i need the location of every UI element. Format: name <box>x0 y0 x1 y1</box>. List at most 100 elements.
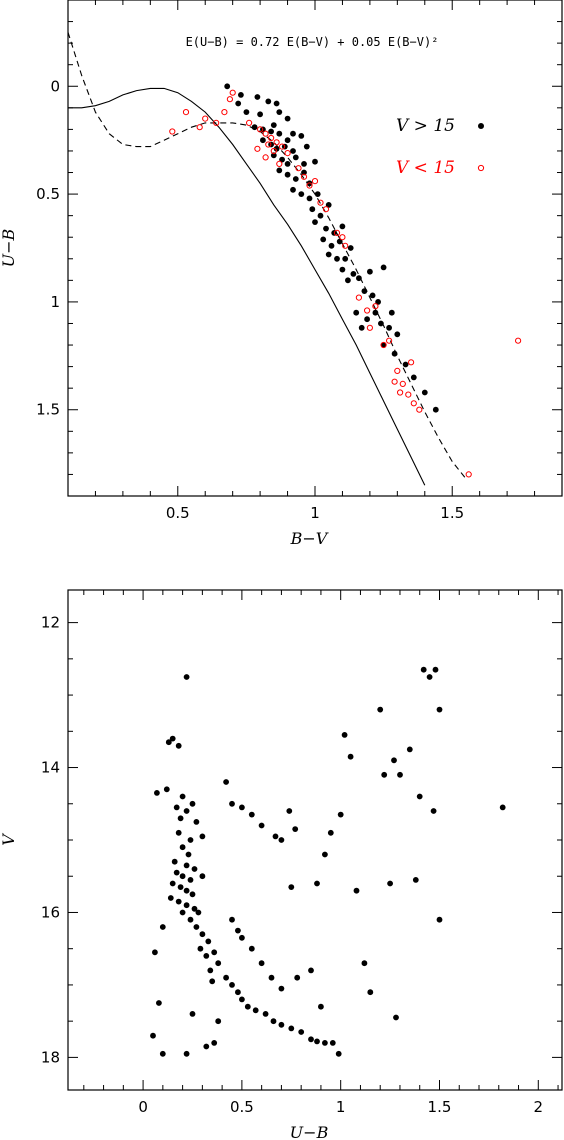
bottom-y-axis-label: V <box>0 833 18 846</box>
faint-star-point <box>361 288 368 294</box>
bright-star-point <box>182 109 190 116</box>
bright-star-point <box>311 178 319 185</box>
bright-star-point <box>408 359 415 366</box>
faint-star-point <box>298 191 305 198</box>
bright-star-point <box>268 134 275 142</box>
star-point <box>195 909 202 916</box>
top-x-tick-label: 0.5 <box>166 504 190 522</box>
bright-star-point <box>229 89 236 96</box>
star-point <box>159 924 166 930</box>
star-point <box>381 771 388 778</box>
star-point <box>393 1014 399 1021</box>
star-point <box>171 858 178 865</box>
faint-star-point <box>301 169 307 176</box>
bright-star-point <box>257 126 264 133</box>
bright-star-point <box>372 303 379 310</box>
bright-star-point <box>284 150 291 157</box>
faint-star-point <box>386 324 392 331</box>
star-point <box>187 837 194 843</box>
star-point <box>207 967 214 974</box>
faint-star-point <box>394 331 401 338</box>
faint-star-point <box>410 374 417 381</box>
star-point <box>248 811 255 818</box>
bright-star-point <box>355 294 362 301</box>
faint-star-point <box>380 264 387 271</box>
faint-star-point <box>303 143 310 150</box>
star-point <box>189 1011 196 1017</box>
star-point <box>203 953 210 959</box>
bottom-x-tick-label: 0 <box>138 1098 148 1116</box>
star-point <box>278 985 285 992</box>
star-point <box>292 826 299 832</box>
bottom-points <box>150 666 506 1057</box>
star-point <box>189 800 196 807</box>
star-point <box>175 829 182 836</box>
intrinsic-sequence-curve <box>68 87 426 486</box>
faint-star-point <box>339 223 346 230</box>
star-point <box>314 880 320 887</box>
star-point <box>199 931 206 938</box>
faint-star-point <box>301 161 307 167</box>
bright-star-point <box>317 199 324 206</box>
star-point <box>177 815 184 822</box>
faint-star-point <box>375 299 381 305</box>
top-y-tick-label: 1 <box>50 293 60 311</box>
star-point <box>183 862 190 869</box>
faint-star-point <box>306 195 313 202</box>
faint-star-point <box>290 130 296 137</box>
faint-star-point <box>254 94 261 100</box>
bright-star-point <box>342 242 349 249</box>
star-point <box>215 1018 222 1025</box>
star-point <box>347 753 354 760</box>
star-point <box>150 1032 156 1039</box>
star-point <box>193 924 200 930</box>
star-point <box>179 793 186 800</box>
bright-star-point <box>279 143 286 150</box>
star-point <box>278 837 285 843</box>
star-point <box>272 833 279 840</box>
faint-star-point <box>328 242 335 249</box>
faint-star-point <box>276 167 283 174</box>
faint-star-point <box>336 238 343 245</box>
legend-label-bright: V < 15 <box>396 158 455 178</box>
faint-star-point <box>347 245 354 251</box>
faint-star-point <box>358 324 365 331</box>
faint-star-point <box>284 137 291 144</box>
star-point <box>262 1011 269 1017</box>
bottom-y-tick-label: 16 <box>41 903 60 921</box>
bright-star-point <box>202 115 209 122</box>
star-point <box>252 1007 259 1014</box>
top-plot-frame <box>67 0 563 497</box>
bright-star-point <box>333 229 341 236</box>
bright-star-point <box>254 145 261 152</box>
star-point <box>286 808 293 814</box>
star-point <box>187 916 194 923</box>
star-point <box>229 982 235 988</box>
star-point <box>215 960 222 967</box>
star-point <box>185 851 192 858</box>
faint-star-point <box>325 202 332 208</box>
legend-marker-bright <box>477 164 485 172</box>
faint-star-point <box>270 152 277 159</box>
star-point <box>268 974 275 981</box>
faint-star-point <box>421 389 428 396</box>
faint-star-point <box>273 100 280 107</box>
faint-star-point <box>290 186 296 193</box>
faint-star-point <box>279 156 285 163</box>
star-point <box>426 674 433 680</box>
star-point <box>183 1050 190 1057</box>
bright-star-point <box>366 324 373 331</box>
star-point <box>235 927 241 934</box>
star-point <box>412 877 419 883</box>
star-point <box>239 996 245 1003</box>
star-point <box>223 974 230 981</box>
faint-star-point <box>320 236 327 243</box>
bright-star-point <box>339 234 346 241</box>
star-point <box>183 674 190 680</box>
star-point <box>211 949 218 956</box>
star-point <box>322 851 328 858</box>
faint-star-point <box>364 316 370 323</box>
star-point <box>377 706 384 713</box>
star-point <box>387 880 393 887</box>
